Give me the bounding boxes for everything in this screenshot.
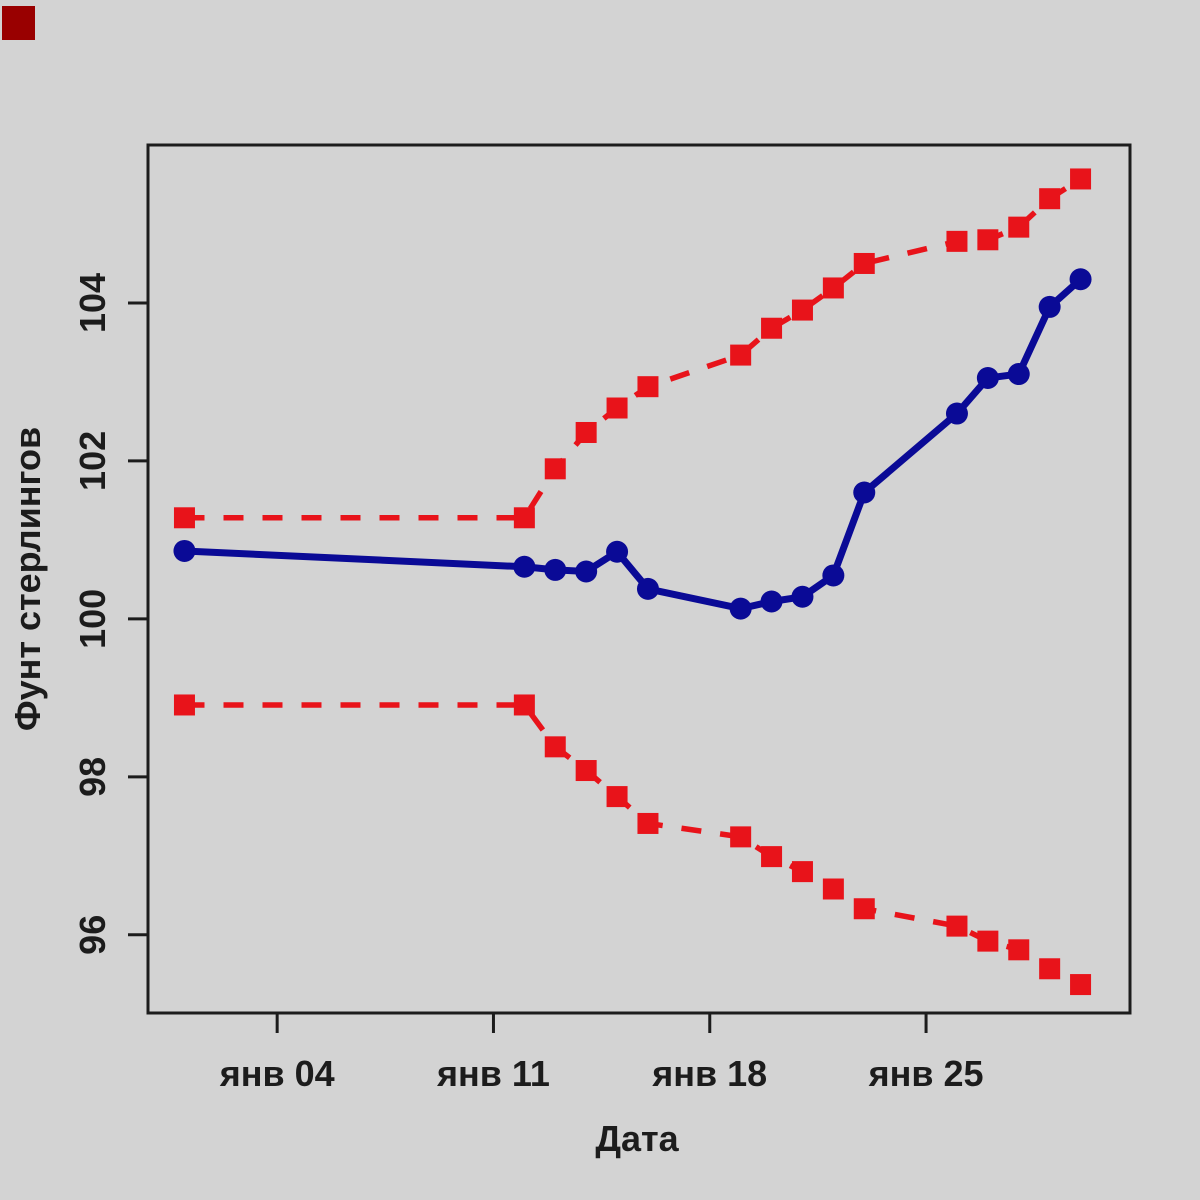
marker-upper-band — [853, 252, 875, 274]
marker-lower-band — [544, 736, 566, 758]
marker-lower-band — [1070, 974, 1092, 996]
marker-upper-band — [513, 507, 535, 529]
marker-point-forecast — [853, 481, 876, 504]
x-tick-label: янв 25 — [868, 1053, 984, 1094]
marker-upper-band — [606, 397, 628, 419]
marker-upper-band — [791, 299, 813, 321]
marker-point-forecast — [791, 585, 814, 608]
marker-lower-band — [977, 930, 999, 952]
plot-border — [146, 143, 1132, 1015]
marker-point-forecast — [575, 560, 598, 583]
marker-upper-band — [977, 229, 999, 251]
marker-upper-band — [1008, 216, 1030, 238]
marker-upper-band — [544, 458, 566, 480]
series-line-point-forecast — [184, 276, 1083, 613]
y-tick-label: 102 — [72, 431, 113, 491]
y-tick-label: 96 — [72, 915, 113, 955]
marker-upper-band — [946, 230, 968, 252]
marker-point-forecast — [606, 540, 629, 563]
y-tick-label: 104 — [72, 273, 113, 333]
y-tick-label: 100 — [72, 589, 113, 649]
marker-lower-band — [575, 760, 597, 782]
marker-point-forecast — [822, 564, 845, 587]
marker-lower-band — [853, 898, 875, 920]
marker-lower-band — [173, 694, 195, 716]
marker-lower-band — [822, 878, 844, 900]
marker-upper-band — [637, 376, 659, 398]
x-tick-label: янв 18 — [651, 1053, 767, 1094]
axis-layer: янв 04 янв 11 янв 18 янв 25 96 98 100 102 104 — [72, 143, 1132, 1094]
marker-point-forecast — [1007, 363, 1030, 386]
marker-lower-band — [513, 694, 535, 716]
marker-lower-band — [946, 915, 968, 937]
marker-point-forecast — [945, 402, 968, 425]
marker-lower-band — [1039, 958, 1061, 980]
marker-upper-band — [730, 344, 752, 366]
marker-point-forecast — [729, 597, 752, 620]
y-axis-label: Фунт стерлингов — [7, 427, 48, 731]
marker-upper-band — [1039, 188, 1061, 210]
marker-upper-band — [1070, 168, 1092, 190]
marker-point-forecast — [1038, 295, 1061, 318]
series-line-upper-band — [184, 176, 1083, 521]
marker-point-forecast — [513, 555, 536, 578]
x-axis-label: Дата — [595, 1118, 679, 1159]
marker-lower-band — [606, 786, 628, 808]
artifact-square — [2, 6, 35, 40]
marker-point-forecast — [173, 539, 196, 562]
x-tick-label: янв 11 — [436, 1053, 550, 1094]
marker-lower-band — [761, 846, 783, 868]
marker-point-forecast — [544, 558, 567, 581]
marker-point-forecast — [976, 366, 999, 389]
marker-point-forecast — [1069, 268, 1092, 291]
marker-lower-band — [791, 861, 813, 883]
marker-point-forecast — [636, 577, 659, 600]
marker-upper-band — [761, 317, 783, 339]
series-layer — [173, 168, 1092, 996]
marker-upper-band — [575, 421, 597, 443]
marker-upper-band — [173, 507, 195, 529]
y-tick-label: 98 — [72, 757, 113, 797]
marker-lower-band — [637, 812, 659, 834]
marker-lower-band — [1008, 939, 1030, 961]
marker-upper-band — [822, 277, 844, 299]
x-tick-label: янв 04 — [219, 1053, 335, 1094]
marker-lower-band — [730, 826, 752, 848]
marker-point-forecast — [760, 590, 783, 613]
